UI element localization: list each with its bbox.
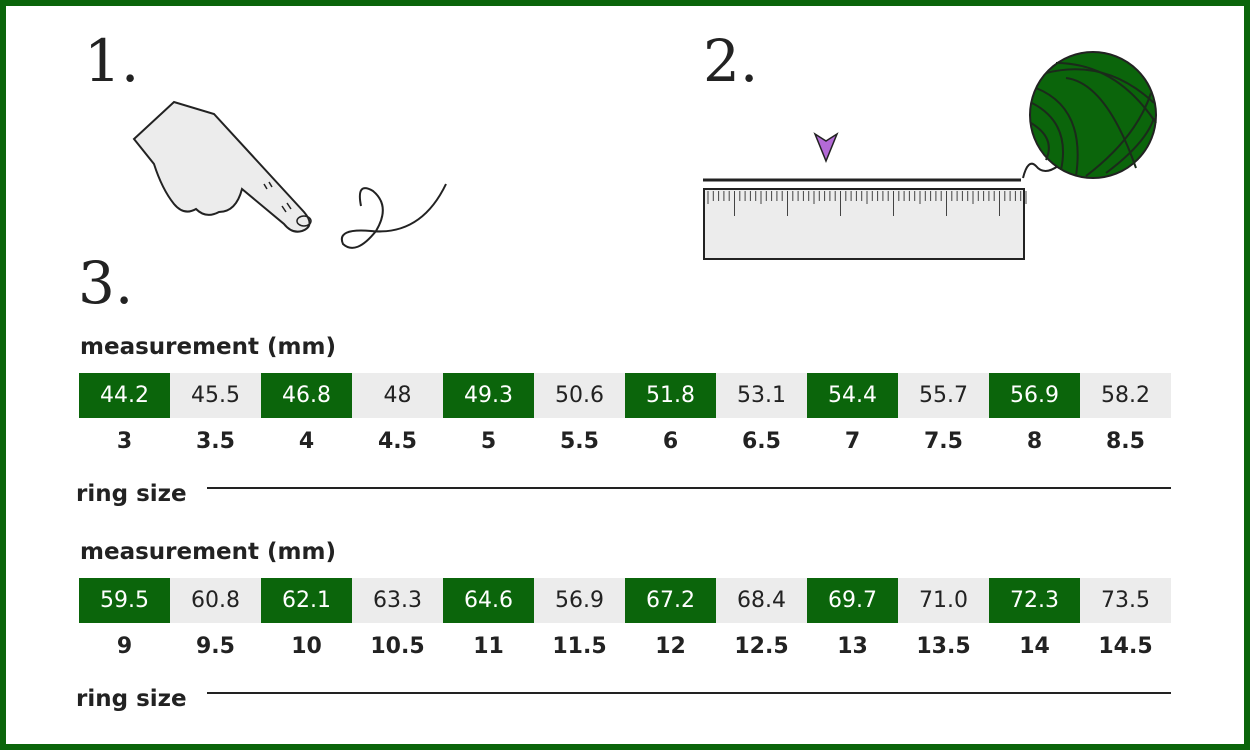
ring-size-cell: 14.5	[1098, 634, 1153, 659]
measurement-cell: 55.7	[898, 373, 989, 418]
ring-size-write-line	[207, 692, 1171, 694]
ring-size-cell: 10.5	[370, 634, 425, 659]
measurement-cell: 63.3	[352, 578, 443, 623]
ring-size-cell: 12	[655, 634, 686, 659]
measurement-cell: 59.5	[79, 578, 170, 623]
ring-size-cell: 5.5	[560, 429, 599, 454]
ring-size-cell: 8	[1026, 429, 1043, 454]
measurement-label: measurement (mm)	[80, 334, 336, 360]
step-3-label: 3.	[78, 249, 134, 317]
ring-size-cell: 10	[291, 634, 322, 659]
ring-size-cell: 13	[837, 634, 868, 659]
pointing-hand-icon	[132, 100, 312, 233]
measurement-cell: 64.6	[443, 578, 534, 623]
measurement-cell: 56.9	[989, 373, 1080, 418]
ring-size-label: ring size	[76, 481, 187, 507]
measurement-cell: 46.8	[261, 373, 352, 418]
string-icon	[340, 183, 447, 249]
measurement-cell: 48	[352, 373, 443, 418]
measurement-cell: 69.7	[807, 578, 898, 623]
ring-size-cell: 6	[662, 429, 679, 454]
measurement-cell: 71.0	[898, 578, 989, 623]
ring-size-row: 9 9.5 10 10.5 11 11.5 12 12.5 13 13.5 14 14.5	[79, 634, 1171, 659]
ring-size-cell: 7	[844, 429, 861, 454]
ring-size-cell: 4.5	[378, 429, 417, 454]
measurement-cell: 60.8	[170, 578, 261, 623]
marker-arrow-icon	[813, 132, 839, 163]
measurement-cell: 45.5	[170, 373, 261, 418]
ring-size-cell: 13.5	[916, 634, 971, 659]
ring-size-cell: 9	[116, 634, 133, 659]
measurement-cell: 72.3	[989, 578, 1080, 623]
ring-size-cell: 11.5	[552, 634, 607, 659]
ring-size-cell: 4	[298, 429, 315, 454]
measurement-label: measurement (mm)	[80, 539, 336, 565]
step-1-label: 1.	[84, 27, 140, 95]
measurement-cell: 62.1	[261, 578, 352, 623]
step-2-label: 2.	[703, 27, 759, 95]
ring-size-cell: 8.5	[1106, 429, 1145, 454]
ring-size-cell: 9.5	[196, 634, 235, 659]
measurement-cell: 56.9	[534, 578, 625, 623]
ring-size-cell: 3	[116, 429, 133, 454]
measurement-cell: 68.4	[716, 578, 807, 623]
ring-size-cell: 14	[1019, 634, 1050, 659]
ring-size-write-line	[207, 487, 1171, 489]
measurement-row: 59.5 60.8 62.1 63.3 64.6 56.9 67.2 68.4 69.7 71.0…	[79, 578, 1171, 623]
ring-size-cell: 6.5	[742, 429, 781, 454]
ring-size-cell: 3.5	[196, 429, 235, 454]
measurement-cell: 67.2	[625, 578, 716, 623]
ruler-icon	[703, 178, 1027, 260]
measurement-cell: 44.2	[79, 373, 170, 418]
measurement-cell: 49.3	[443, 373, 534, 418]
ring-size-label: ring size	[76, 686, 187, 712]
ring-size-row: 3 3.5 4 4.5 5 5.5 6 6.5 7 7.5 8 8.5	[79, 429, 1171, 454]
measurement-cell: 50.6	[534, 373, 625, 418]
measurement-cell: 73.5	[1080, 578, 1171, 623]
ring-size-cell: 7.5	[924, 429, 963, 454]
measurement-cell: 54.4	[807, 373, 898, 418]
measurement-cell: 51.8	[625, 373, 716, 418]
yarn-ball-icon	[1022, 51, 1157, 179]
measurement-cell: 53.1	[716, 373, 807, 418]
ring-size-cell: 11	[473, 634, 504, 659]
measurement-row: 44.2 45.5 46.8 48 49.3 50.6 51.8 53.1 54.4 55.7 56…	[79, 373, 1171, 418]
ring-size-cell: 5	[480, 429, 497, 454]
ring-size-cell: 12.5	[734, 634, 789, 659]
measurement-cell: 58.2	[1080, 373, 1171, 418]
